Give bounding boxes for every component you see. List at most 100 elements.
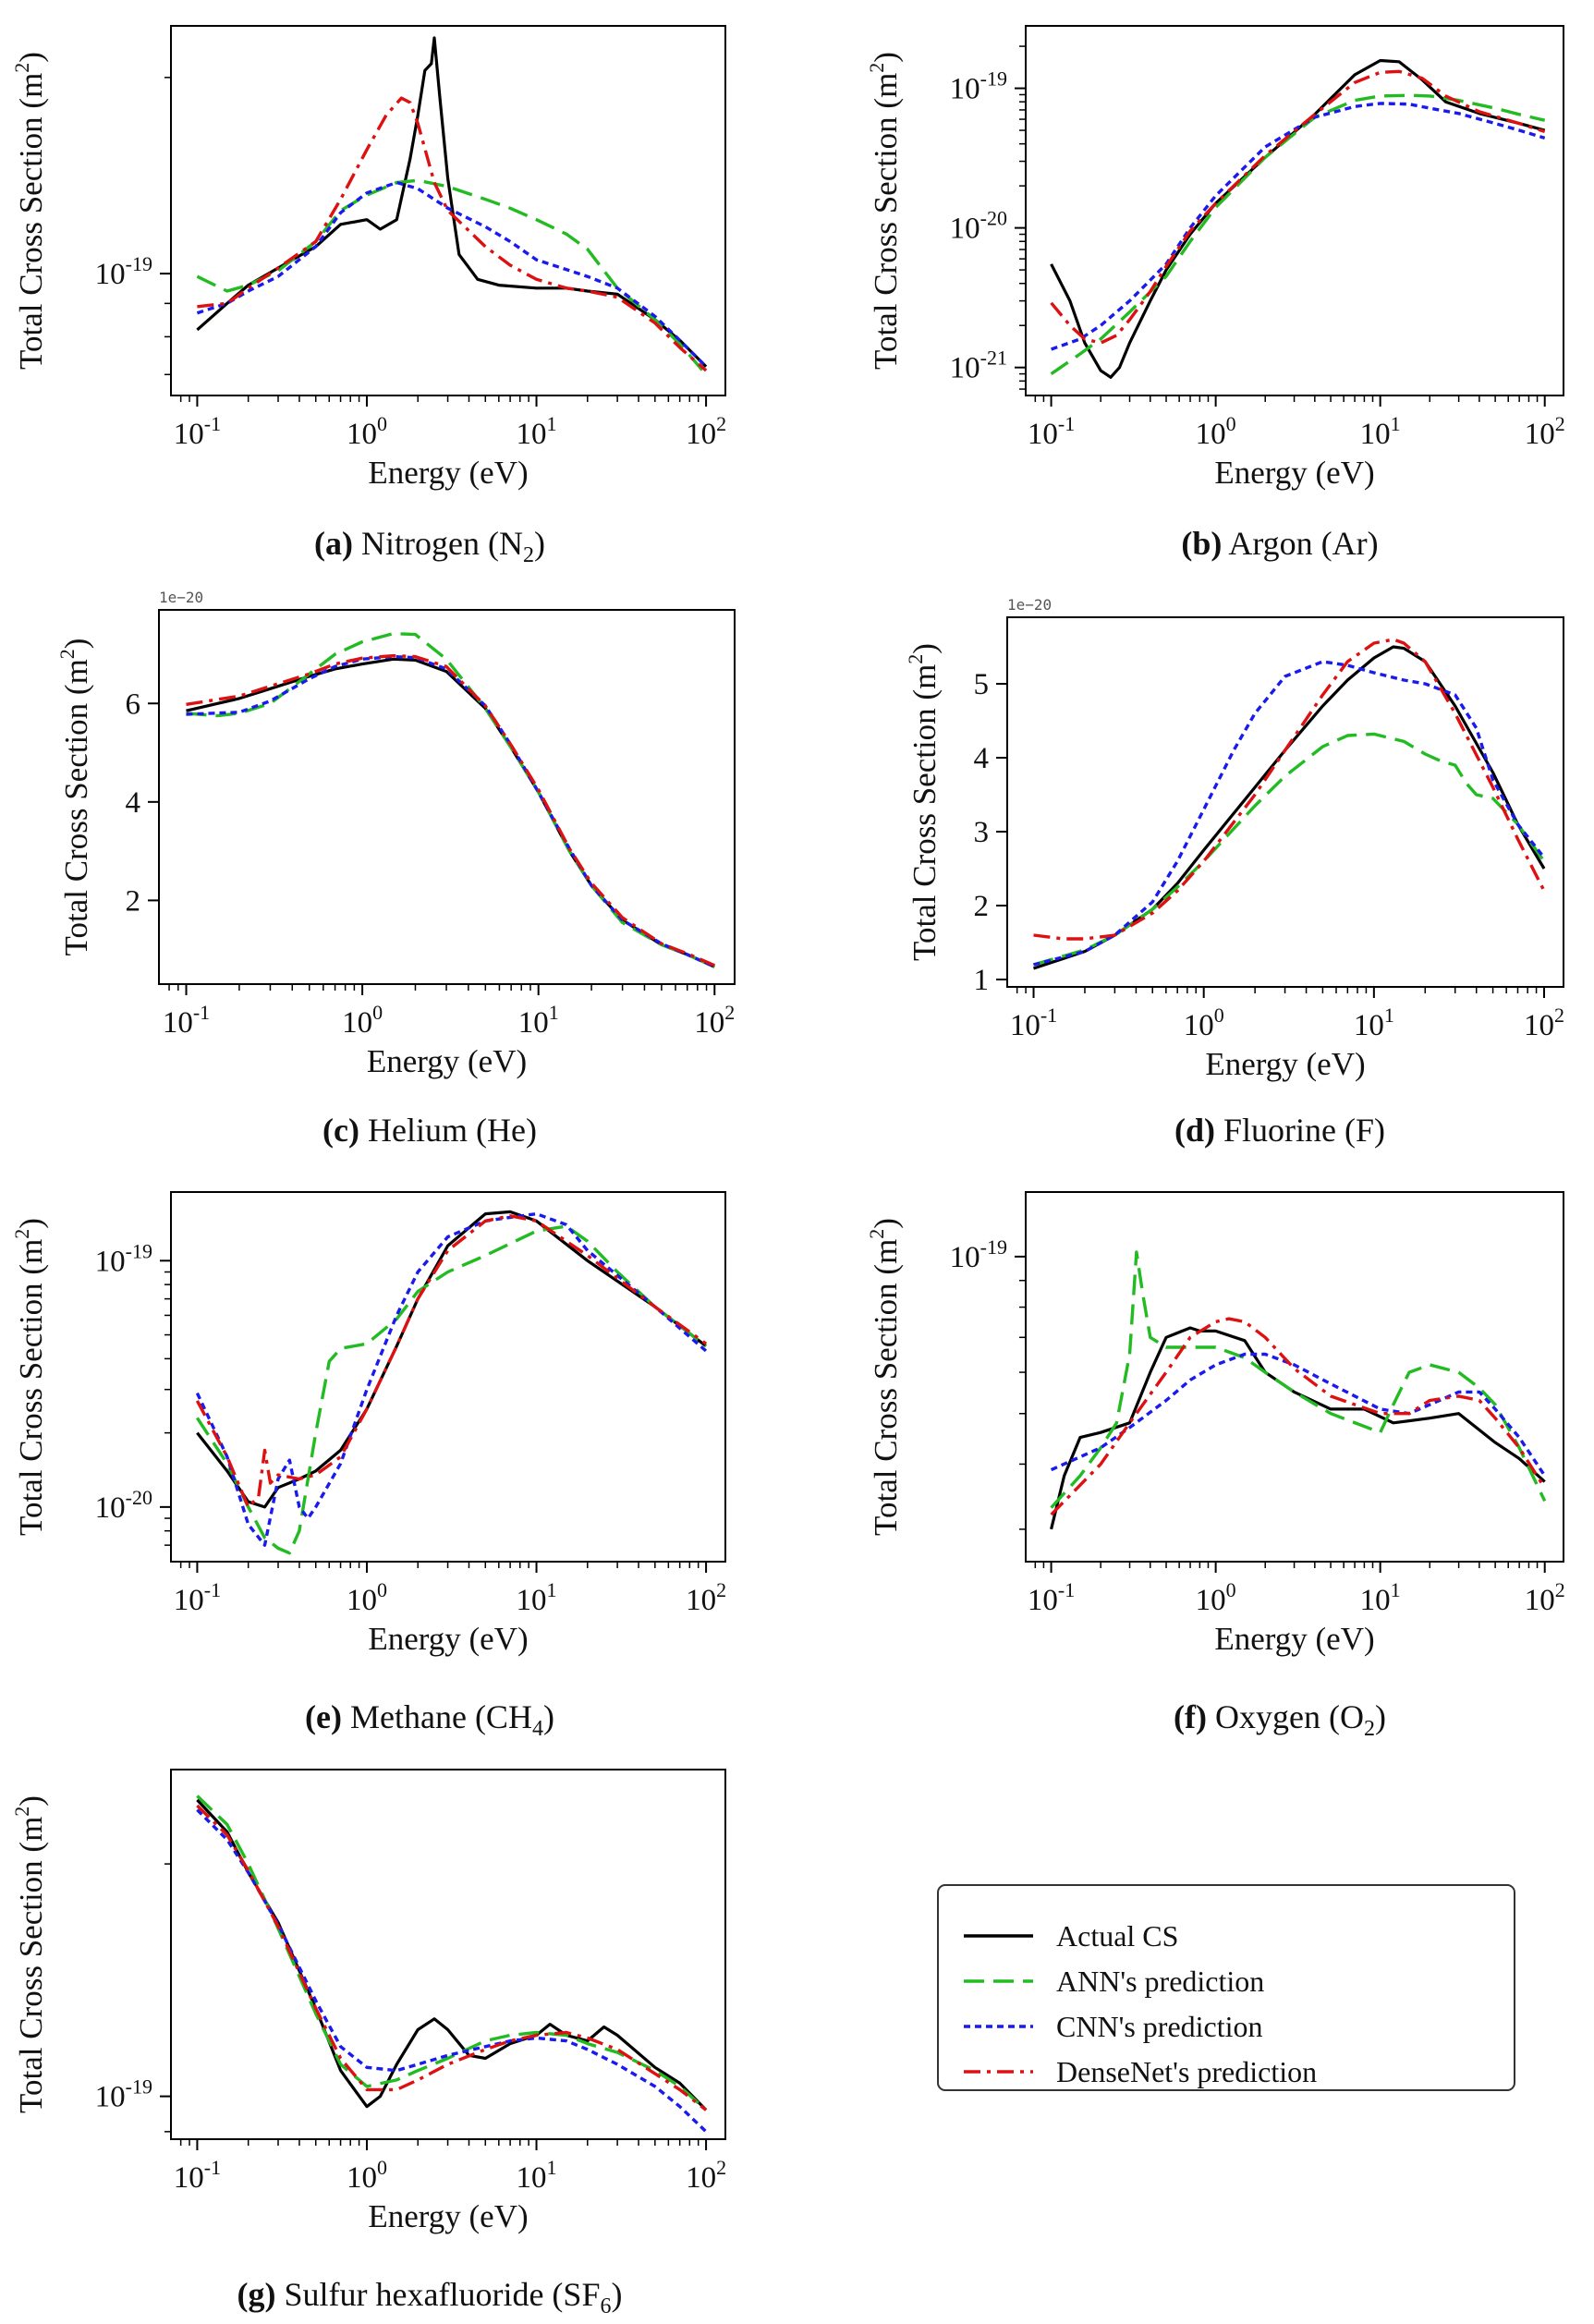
series-group xyxy=(1050,58,1546,379)
x-tick-exp: -1 xyxy=(204,1578,221,1601)
x-axis-label: Energy (eV) xyxy=(368,2198,528,2234)
x-tick-exp: 2 xyxy=(1555,412,1565,435)
y-tick-label: 4 xyxy=(126,786,141,820)
y-tick-label: 4 xyxy=(974,742,990,775)
x-tick-base: 10 xyxy=(347,418,377,451)
x-tick-label: 10-1 xyxy=(1028,412,1075,451)
y-tick-label: 2 xyxy=(126,884,141,918)
x-tick-label: 10-1 xyxy=(174,2156,221,2195)
x-tick-label: 100 xyxy=(1184,1004,1224,1042)
series-group xyxy=(186,631,715,968)
x-tick-label: 102 xyxy=(686,1578,726,1617)
legend-label: ANN's prediction xyxy=(1056,1965,1264,1998)
legend-label: CNN's prediction xyxy=(1056,2010,1263,2043)
y-tick-label: 3 xyxy=(974,816,990,849)
x-tick-base: 10 xyxy=(1028,418,1058,451)
x-tick-exp: -1 xyxy=(193,1001,210,1024)
caption-space xyxy=(1207,1698,1215,1735)
series-group xyxy=(196,36,708,376)
y-axis-label-tail: ) xyxy=(58,639,94,650)
x-tick-exp: 0 xyxy=(1226,412,1236,435)
x-tick-base: 10 xyxy=(517,2161,547,2195)
series-line-densenet-s-prediction xyxy=(197,96,708,372)
series-line-densenet-s-prediction xyxy=(195,1214,708,1509)
y-tick-label: 10-19 xyxy=(950,1235,1007,1274)
x-tick-base: 10 xyxy=(1196,418,1226,451)
y-tick-base: 10 xyxy=(950,73,980,106)
x-tick-exp: 1 xyxy=(1391,412,1401,435)
x-tick-label: 100 xyxy=(342,1001,383,1040)
y-axis-label: Total Cross Section (m2) xyxy=(10,52,49,370)
y-axis-label-tail: ) xyxy=(13,1795,49,1807)
caption-sub: 2 xyxy=(1364,1717,1375,1741)
x-tick-base: 10 xyxy=(174,418,204,451)
y-tick-base: 10 xyxy=(950,213,980,246)
x-tick-base: 10 xyxy=(518,1006,549,1040)
panel-caption: (b) Argon (Ar) xyxy=(1181,525,1378,562)
caption-letter: (b) xyxy=(1181,525,1222,562)
y-tick-label: 10-20 xyxy=(95,1486,152,1525)
x-tick-base: 10 xyxy=(347,2161,377,2195)
series-line-cnn-s-prediction xyxy=(1050,1352,1547,1477)
x-tick-exp: 1 xyxy=(547,412,557,435)
y-axis-label-main: Total Cross Section (m xyxy=(868,73,904,370)
series-line-cnn-s-prediction xyxy=(186,654,715,968)
series-line-actual-cs xyxy=(196,1798,708,2111)
x-tick-exp: 0 xyxy=(1214,1004,1224,1027)
x-tick-exp: 0 xyxy=(377,1578,387,1601)
x-tick-exp: -1 xyxy=(204,412,221,435)
y-tick-exp: -20 xyxy=(126,1486,152,1509)
legend-label: Actual CS xyxy=(1056,1919,1178,1953)
y-tick-exp: -19 xyxy=(126,1239,152,1262)
panel-caption: (a) Nitrogen (N2) xyxy=(314,525,545,567)
y-offset-multiplier: 1e−20 xyxy=(159,589,203,606)
legend-box xyxy=(937,1884,1515,2091)
y-tick-label: 10-21 xyxy=(950,347,1007,385)
x-tick-exp: 0 xyxy=(377,412,387,435)
x-tick-base: 10 xyxy=(686,1584,716,1617)
x-tick-exp: 2 xyxy=(724,1001,735,1024)
y-tick-label: 5 xyxy=(974,668,990,701)
x-tick-label: 102 xyxy=(694,1001,735,1040)
series-line-ann-s-prediction xyxy=(1050,1250,1547,1509)
y-axis-label-sup: 2 xyxy=(904,654,927,664)
x-tick-base: 10 xyxy=(1525,418,1555,451)
y-tick-base: 10 xyxy=(95,2081,126,2114)
y-tick-label: 2 xyxy=(974,890,990,923)
caption-text: Sulfur hexafluoride (SF xyxy=(285,2276,601,2313)
y-axis-label-tail: ) xyxy=(13,1218,49,1229)
x-tick-label: 101 xyxy=(1360,412,1401,451)
legend: Actual CS ANN's prediction CNN's predictio… xyxy=(937,1884,1515,2091)
caption-sub: 2 xyxy=(523,543,534,567)
y-axis-label-main: Total Cross Section (m xyxy=(58,659,94,955)
series-group xyxy=(195,1210,708,1555)
x-tick-exp: -1 xyxy=(204,2156,221,2179)
y-tick-base: 10 xyxy=(950,1241,980,1274)
y-offset-multiplier: 1e−20 xyxy=(1007,596,1052,614)
series-line-actual-cs xyxy=(1032,645,1546,970)
x-tick-base: 10 xyxy=(517,418,547,451)
x-axis-label: Energy (eV) xyxy=(368,1621,528,1657)
x-tick-label: 10-1 xyxy=(163,1001,210,1040)
x-tick-base: 10 xyxy=(1354,1009,1384,1042)
x-tick-exp: 2 xyxy=(716,412,726,435)
x-tick-exp: 1 xyxy=(547,1578,557,1601)
caption-text: Methane (CH xyxy=(350,1698,532,1735)
x-tick-base: 10 xyxy=(1360,418,1391,451)
caption-space xyxy=(359,1112,368,1149)
series-group xyxy=(1050,1250,1547,1530)
x-tick-label: 10-1 xyxy=(1028,1578,1075,1617)
caption-letter: (g) xyxy=(237,2276,276,2313)
x-tick-label: 100 xyxy=(347,2156,387,2195)
y-axis-label: Total Cross Section (m2) xyxy=(865,52,904,370)
series-line-ann-s-prediction xyxy=(186,631,715,968)
x-tick-label: 101 xyxy=(517,2156,557,2195)
y-axis-label-tail: ) xyxy=(868,1218,904,1229)
y-tick-label: 10-20 xyxy=(950,207,1007,246)
